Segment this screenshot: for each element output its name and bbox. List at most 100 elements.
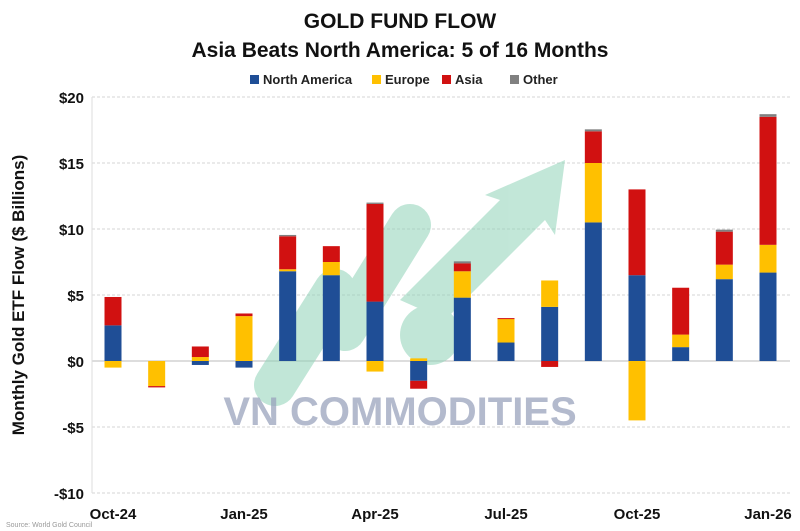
- bar-group-dec-24: [191, 346, 209, 365]
- bar-europe: [410, 358, 428, 361]
- bar-asia: [628, 189, 646, 276]
- bar-group-sep-25: [584, 129, 602, 361]
- legend-swatch: [372, 75, 381, 84]
- bar-other: [759, 114, 777, 117]
- x-tick-label: Apr-25: [351, 506, 399, 523]
- bar-north-america: [497, 342, 515, 361]
- bar-north-america: [541, 306, 559, 361]
- y-tick-label: $20: [59, 90, 84, 107]
- y-tick-label: $5: [67, 288, 84, 305]
- bar-group-aug-25: [541, 280, 559, 367]
- legend-swatch: [442, 75, 451, 84]
- y-tick-label: -$10: [54, 486, 84, 503]
- y-tick-label: $0: [67, 354, 84, 371]
- bar-group-nov-25: [672, 287, 690, 361]
- bar-group-oct-25: [628, 189, 646, 421]
- bar-north-america: [191, 361, 209, 365]
- bar-europe: [191, 357, 209, 361]
- bar-other: [366, 202, 384, 204]
- bar-asia: [584, 131, 602, 163]
- bar-north-america: [759, 272, 777, 361]
- legend-swatch: [510, 75, 519, 84]
- bar-asia: [148, 386, 166, 388]
- legend-label: Other: [523, 72, 558, 87]
- watermark-text: VN COMMODITIES: [223, 390, 576, 434]
- bar-asia: [104, 296, 122, 326]
- x-tick-label: Jul-25: [484, 506, 527, 523]
- legend-swatch: [250, 75, 259, 84]
- bar-north-america: [410, 361, 428, 381]
- bar-asia: [715, 231, 733, 265]
- bar-asia: [191, 346, 209, 358]
- bar-north-america: [322, 275, 340, 361]
- bar-group-jan-25: [235, 313, 253, 368]
- bar-asia: [497, 318, 515, 320]
- bar-north-america: [672, 347, 690, 361]
- bar-north-america: [104, 325, 122, 361]
- x-tick-label: Jan-25: [220, 506, 268, 523]
- bar-north-america: [584, 222, 602, 361]
- arrow-icon: [400, 160, 565, 320]
- bar-asia: [453, 263, 471, 272]
- bar-europe: [279, 269, 297, 272]
- bar-group-jan-26: [759, 114, 777, 361]
- legend-item: Other: [510, 72, 558, 87]
- bar-asia: [410, 380, 428, 389]
- x-axis-ticks: Oct-24 Jan-25 Apr-25 Jul-25 Oct-25 Jan-26: [90, 506, 792, 523]
- bar-europe: [715, 264, 733, 280]
- bar-group-dec-25: [715, 229, 733, 361]
- bar-europe: [366, 361, 384, 372]
- bar-europe: [104, 361, 122, 368]
- y-tick-label: $15: [59, 156, 84, 173]
- bar-europe: [672, 334, 690, 348]
- bar-asia: [235, 313, 253, 317]
- bar-other: [715, 229, 733, 232]
- bar-asia: [541, 361, 559, 367]
- x-tick-label: Oct-24: [90, 506, 137, 523]
- bar-north-america: [453, 297, 471, 361]
- bar-group-mar-25: [322, 246, 340, 361]
- bar-europe: [541, 280, 559, 307]
- bar-asia: [279, 236, 297, 270]
- chart-title: GOLD FUND FLOW: [304, 10, 497, 33]
- x-tick-label: Oct-25: [614, 506, 661, 523]
- bar-north-america: [715, 279, 733, 361]
- bar-group-may-25: [410, 358, 428, 389]
- legend-item: Europe: [372, 72, 430, 87]
- bar-other: [279, 234, 297, 237]
- bar-other: [453, 261, 471, 264]
- legend-label: Asia: [455, 72, 483, 87]
- bar-asia: [322, 246, 340, 262]
- bar-group-apr-25: [366, 202, 384, 372]
- bar-europe: [322, 262, 340, 276]
- legend-label: North America: [263, 72, 353, 87]
- bar-north-america: [279, 271, 297, 361]
- watermark-logo: [254, 160, 565, 406]
- legend-item: Asia: [442, 72, 483, 87]
- y-tick-label: $10: [59, 222, 84, 239]
- bar-north-america: [628, 275, 646, 361]
- y-axis-label: Monthly Gold ETF Flow ($ Billions): [9, 155, 28, 435]
- y-axis-ticks: -$10 -$5 $0 $5 $10 $15 $20: [54, 90, 84, 503]
- x-tick-label: Jan-26: [744, 506, 792, 523]
- bar-group-feb-25: [279, 234, 297, 361]
- bar-other: [584, 129, 602, 132]
- legend-item: North America: [250, 72, 353, 87]
- bar-group-jul-25: [497, 318, 515, 361]
- bar-asia: [366, 203, 384, 302]
- bars: [104, 114, 777, 421]
- bar-group-oct-24: [104, 296, 122, 368]
- bar-north-america: [366, 301, 384, 361]
- y-tick-label: -$5: [62, 420, 84, 437]
- source-note: Source: World Gold Council: [6, 522, 93, 529]
- bar-group-jun-25: [453, 261, 471, 361]
- legend: North America Europe Asia Other: [250, 72, 558, 87]
- bar-asia: [759, 116, 777, 245]
- legend-label: Europe: [385, 72, 430, 87]
- bar-group-nov-24: [148, 361, 166, 388]
- bar-europe: [628, 361, 646, 421]
- bar-europe: [584, 163, 602, 223]
- bar-europe: [453, 271, 471, 298]
